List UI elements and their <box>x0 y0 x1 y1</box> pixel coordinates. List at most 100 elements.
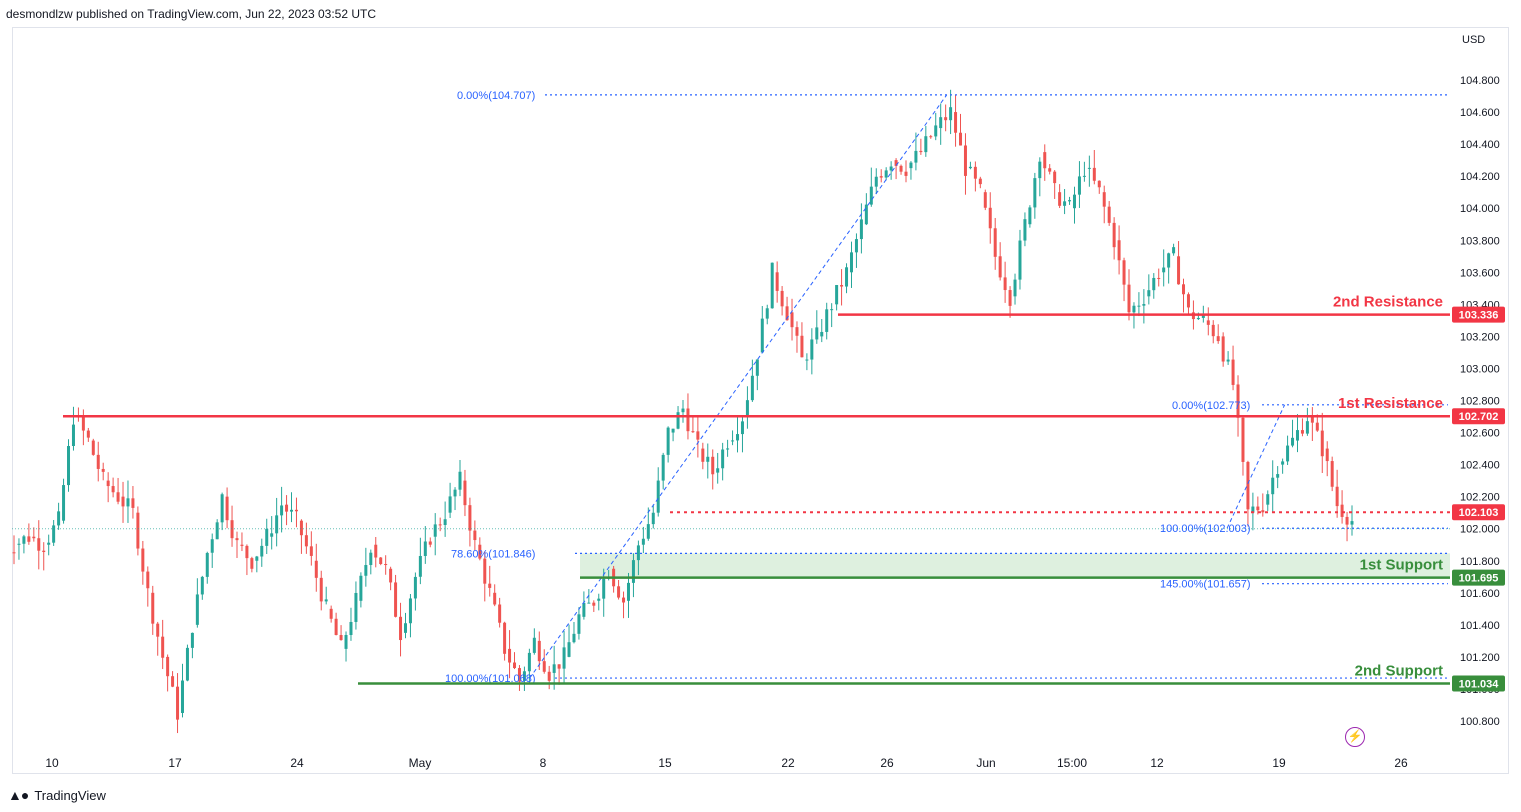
candle-body <box>963 145 967 176</box>
candle-body <box>716 468 720 473</box>
candle-body <box>1122 260 1126 285</box>
candle-body <box>67 445 71 486</box>
candle-body <box>894 160 898 166</box>
x-tick-label: 15:00 <box>1057 756 1087 770</box>
candle-body <box>468 505 472 531</box>
candle-body <box>1087 167 1091 169</box>
candle-body <box>731 440 735 442</box>
candle-body <box>1072 194 1076 209</box>
candle-body <box>810 339 814 360</box>
candle-body <box>443 519 447 525</box>
candle-body <box>52 525 56 543</box>
candle-body <box>949 107 953 121</box>
footer-brand[interactable]: ▲● TradingView <box>8 787 106 803</box>
candle-body <box>968 166 972 169</box>
candle-body <box>849 252 853 273</box>
candle-body <box>1023 219 1027 241</box>
candle-body <box>403 623 407 633</box>
candle-body <box>1013 279 1017 297</box>
candle-body <box>1132 305 1136 313</box>
candle-body <box>448 496 452 513</box>
candle-body <box>711 456 715 475</box>
candle-body <box>726 448 730 450</box>
candle-body <box>1196 317 1200 320</box>
candle-body <box>1167 253 1171 268</box>
candle-body <box>909 162 913 169</box>
candle-body <box>988 207 992 229</box>
candle-body <box>71 424 75 446</box>
candle-body <box>1211 324 1215 337</box>
candle-body <box>299 520 303 536</box>
price-tag <box>1452 408 1505 425</box>
candle-body <box>1330 461 1334 487</box>
candle-body <box>458 471 462 490</box>
candle-body <box>438 524 442 526</box>
candle-body <box>1305 421 1309 434</box>
candle-body <box>1271 477 1275 495</box>
candle-body <box>423 541 427 556</box>
candle-body <box>795 327 799 336</box>
candle-body <box>250 558 254 569</box>
y-tick-label: 104.400 <box>1460 139 1500 151</box>
candle-body <box>646 524 650 539</box>
tradingview-logo-icon: ▲● <box>8 787 29 803</box>
chart-frame[interactable] <box>12 27 1509 774</box>
candle-body <box>790 312 794 328</box>
candle-body <box>1291 437 1295 446</box>
candle-body <box>517 668 521 682</box>
candle-body <box>473 530 477 541</box>
candle-body <box>394 582 398 617</box>
candle-body <box>998 256 1002 278</box>
candle-body <box>691 431 695 433</box>
candle-body <box>572 633 576 643</box>
candle-body <box>205 552 209 577</box>
candle-body <box>1053 171 1057 184</box>
candle-body <box>1077 176 1081 195</box>
candle-body <box>1300 430 1304 434</box>
candle-body <box>349 621 353 635</box>
candle-body <box>319 577 323 602</box>
candle-body <box>631 560 635 583</box>
candle-body <box>830 309 834 311</box>
candle-body <box>131 498 135 508</box>
y-tick-label: 101.400 <box>1460 620 1500 632</box>
candle-body <box>389 568 393 583</box>
candle-body <box>334 618 338 636</box>
candle-body <box>879 176 883 178</box>
candle-body <box>1152 277 1156 291</box>
price-tag <box>1452 675 1505 692</box>
candle-body <box>329 608 333 619</box>
candle-body <box>1177 256 1181 285</box>
candle-body <box>121 496 125 507</box>
candle-body <box>498 604 502 623</box>
candle-body <box>1221 336 1225 362</box>
candle-body <box>641 538 645 545</box>
candle-body <box>230 520 234 539</box>
price-tag-label: 103.336 <box>1459 310 1499 322</box>
candle-body <box>1241 417 1245 462</box>
candle-body <box>1201 315 1205 318</box>
fib-label: 100.00%(101.068) <box>445 673 536 685</box>
x-tick-label: 19 <box>1272 756 1286 770</box>
price-tag-label: 101.034 <box>1459 679 1500 691</box>
candle-body <box>309 546 313 556</box>
candle-body <box>1058 192 1062 206</box>
candle-body <box>1147 290 1151 297</box>
candle-body <box>661 454 665 481</box>
candle-body <box>270 533 274 537</box>
y-tick-label: 103.000 <box>1460 363 1500 375</box>
candle-body <box>815 327 819 340</box>
candle-body <box>522 671 526 681</box>
candle-body <box>81 417 85 431</box>
candle-body <box>106 480 110 487</box>
fib-trend-line <box>529 94 948 679</box>
candle-body <box>864 204 868 225</box>
candle-body <box>379 557 383 565</box>
candle-body <box>750 375 754 401</box>
lightning-icon[interactable]: ⚡ <box>1345 727 1365 747</box>
candle-body <box>240 544 244 546</box>
candle-body <box>567 642 571 657</box>
candle-body <box>235 538 239 541</box>
candle-body <box>656 480 660 513</box>
